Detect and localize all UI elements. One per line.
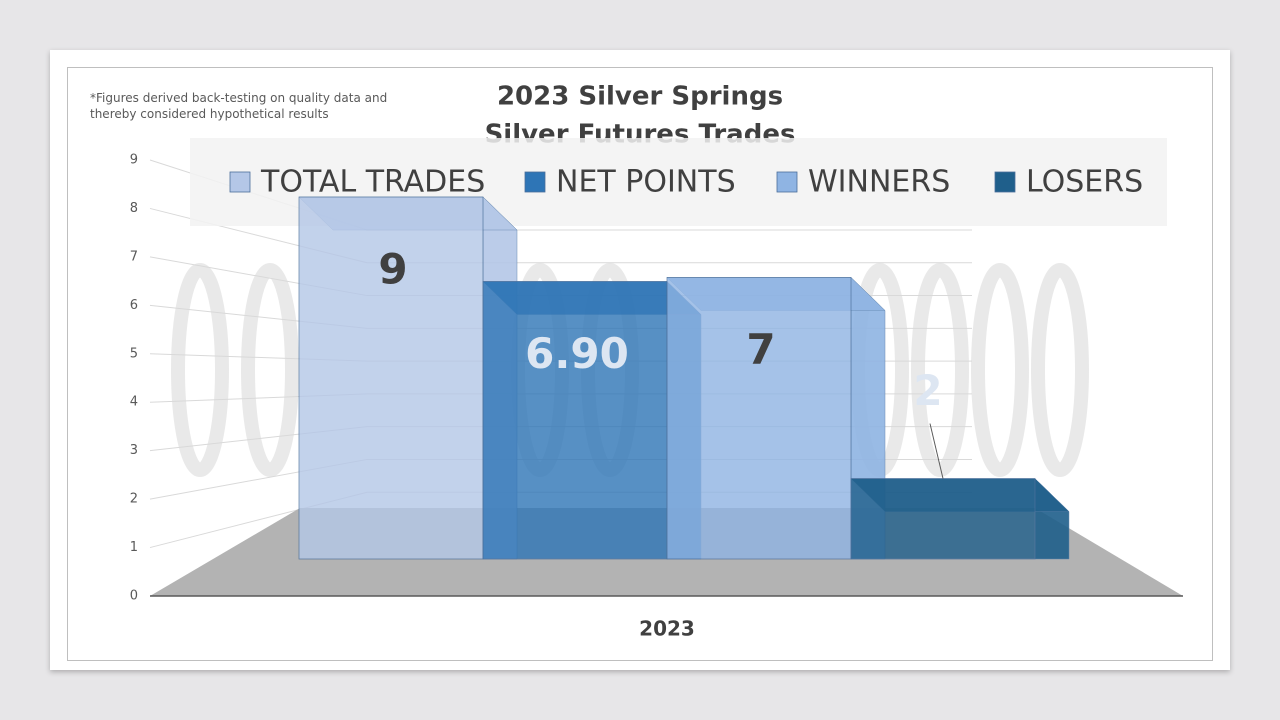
leader-line (929, 423, 944, 479)
y-tick-label: 5 (130, 346, 138, 361)
y-tick-label: 3 (130, 443, 138, 458)
legend-label: LOSERS (1026, 165, 1143, 200)
legend-swatch (524, 171, 546, 193)
legend-label: TOTAL TRADES (260, 165, 485, 200)
y-tick-label: 2 (130, 492, 138, 507)
y-tick-label: 9 (130, 153, 138, 168)
plot-border (67, 67, 1213, 661)
data-label: 9 (378, 245, 407, 294)
bar (482, 281, 668, 560)
y-tick-label: 8 (130, 201, 138, 216)
annotation: *Figures derived back-testing on quality… (90, 91, 388, 121)
y-tick-label: 7 (130, 249, 138, 264)
bar (298, 196, 484, 560)
data-label: 7 (746, 325, 775, 374)
spring-decoration (171, 263, 1089, 477)
y-tick-label: 6 (130, 298, 138, 313)
legend-swatch (776, 171, 798, 193)
y-tick-label: 4 (130, 395, 138, 410)
legend-label: NET POINTS (556, 165, 736, 200)
y-tick-label: 1 (130, 540, 138, 555)
data-label: 6.90 (525, 329, 629, 378)
bar (666, 277, 852, 560)
legend-swatch (994, 171, 1016, 193)
bar (850, 478, 1036, 560)
category-label: 2023 (639, 617, 695, 641)
data-label: 2 (913, 366, 942, 415)
legend-label: WINNERS (808, 165, 950, 200)
legend-swatch (229, 171, 251, 193)
y-tick-label: 0 (130, 589, 138, 604)
chart-title: 2023 Silver Springs (497, 82, 783, 112)
